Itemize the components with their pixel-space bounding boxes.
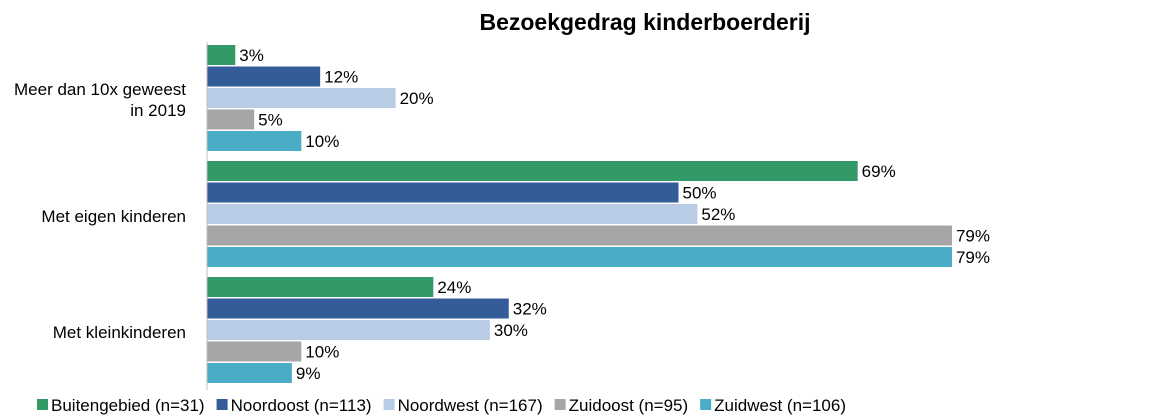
bar [207, 298, 509, 319]
value-label: 30% [494, 321, 528, 340]
category-label: Meer dan 10x geweest in 2019 [0, 42, 186, 158]
category-text: Met kleinkinderen [52, 322, 186, 342]
category-text: Met eigen kinderen [41, 206, 186, 226]
legend-swatch [37, 399, 48, 410]
bar [207, 341, 302, 362]
category-label: Met kleinkinderen [0, 274, 186, 390]
bar [207, 363, 292, 383]
legend-label: Zuidwest (n=106) [714, 396, 846, 415]
category-text: Meer dan 10x geweest in 2019 [14, 80, 186, 120]
category-label: Met eigen kinderen [0, 158, 186, 274]
value-label: 24% [437, 278, 471, 297]
bar [207, 204, 698, 224]
chart-title: Bezoekgedrag kinderboerderij [479, 9, 810, 35]
legend-swatch [700, 399, 712, 410]
value-label: 10% [305, 132, 339, 151]
bar [207, 88, 396, 108]
value-label: 79% [956, 248, 990, 267]
legend-swatch [383, 399, 395, 410]
bar [207, 45, 236, 65]
bar [207, 182, 679, 203]
value-label: 79% [956, 227, 990, 246]
value-label: 3% [239, 46, 264, 65]
value-label: 5% [258, 111, 283, 130]
value-label: 12% [324, 68, 358, 87]
legend-label: Zuidoost (n=95) [569, 396, 689, 415]
bar [207, 66, 321, 87]
legend-label: Noordoost (n=113) [231, 396, 372, 415]
value-label: 20% [400, 89, 434, 108]
value-label: 9% [296, 364, 321, 383]
legend-label: Noordwest (n=167) [398, 396, 543, 415]
value-label: 32% [513, 300, 547, 319]
legend-label: Buitengebied (n=31) [51, 396, 205, 415]
bar [207, 247, 952, 267]
value-label: 69% [862, 162, 896, 181]
bar [207, 109, 255, 130]
value-label: 52% [701, 205, 735, 224]
bar [207, 277, 434, 297]
bar [207, 225, 952, 246]
value-label: 50% [683, 184, 717, 203]
bar [207, 161, 858, 181]
bar [207, 320, 490, 340]
legend-swatch [216, 399, 228, 410]
legend-swatch [554, 399, 566, 410]
value-label: 10% [305, 343, 339, 362]
bar [207, 131, 302, 151]
